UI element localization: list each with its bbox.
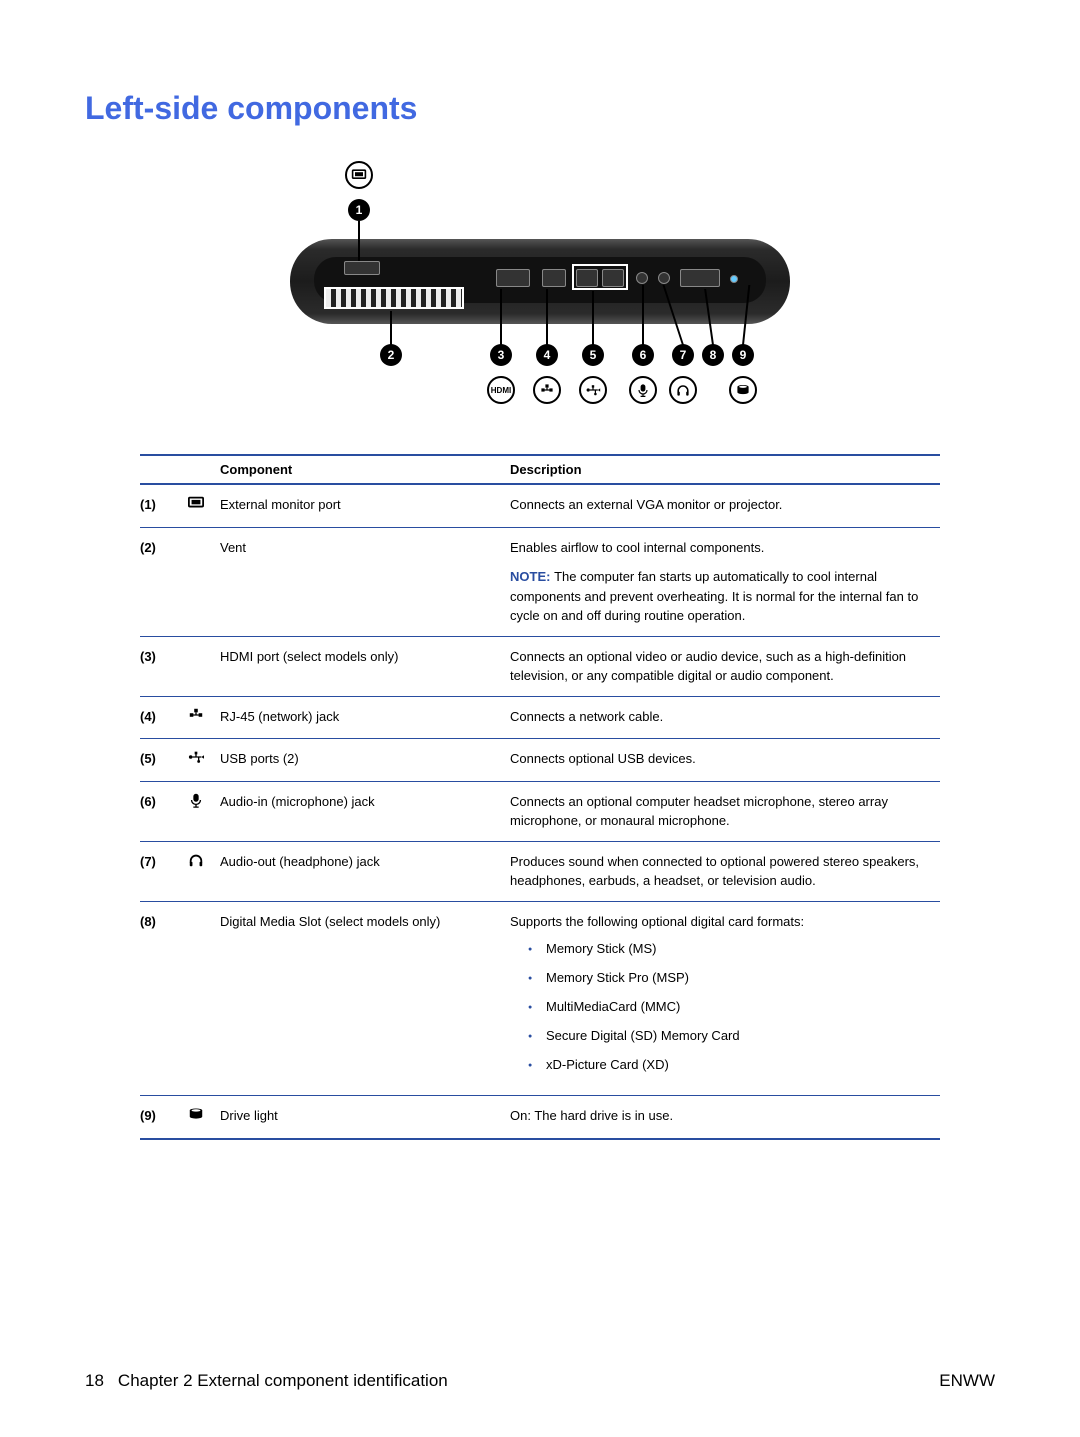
component-name: USB ports (2) [220,739,510,782]
header-component: Component [220,455,510,484]
component-description: Connects an external VGA monitor or proj… [510,484,940,527]
monitor-icon [182,484,220,527]
page-heading: Left-side components [85,90,995,127]
monitor-icon [345,161,373,189]
callout-num-2: 2 [380,344,402,366]
component-description: Connects an optional computer headset mi… [510,781,940,841]
row-number: (4) [140,696,182,739]
port-vent [324,287,464,309]
callout-num-1: 1 [348,199,370,221]
row-number: (6) [140,781,182,841]
header-description: Description [510,455,940,484]
component-description: Produces sound when connected to optiona… [510,841,940,901]
usb-icon [182,739,220,782]
laptop-side-diagram: 1 2 3 HDMI 4 5 6 7 [280,151,800,436]
component-name: Drive light [220,1096,510,1139]
component-description: Enables airflow to cool internal compone… [510,527,940,636]
mic-icon [629,376,657,404]
drive-icon [729,376,757,404]
footer-page-number: 18 [85,1371,104,1391]
list-item: Memory Stick Pro (MSP) [528,970,930,987]
row-number: (7) [140,841,182,901]
port-rj45 [542,269,566,287]
list-item: MultiMediaCard (MMC) [528,999,930,1016]
list-item: Secure Digital (SD) Memory Card [528,1028,930,1045]
headphone-icon [669,376,697,404]
table-row: (9) Drive lightOn: The hard drive is in u… [140,1096,940,1139]
footer-tag: ENWW [939,1371,995,1391]
table-row: (5) USB ports (2)Connects optional USB de… [140,739,940,782]
callout-num-4: 4 [536,344,558,366]
component-description: Connects a network cable. [510,696,940,739]
footer-chapter: Chapter 2 External component identificat… [118,1371,448,1391]
no-icon [182,901,220,1096]
row-number: (8) [140,901,182,1096]
component-name: Digital Media Slot (select models only) [220,901,510,1096]
callout-num-6: 6 [632,344,654,366]
port-mic [636,272,648,284]
callout-num-3: 3 [490,344,512,366]
usb-icon [579,376,607,404]
component-description: Connects optional USB devices. [510,739,940,782]
component-name: Vent [220,527,510,636]
table-row: (8) Digital Media Slot (select models onl… [140,901,940,1096]
component-description: On: The hard drive is in use. [510,1096,940,1139]
list-item: xD-Picture Card (XD) [528,1057,930,1074]
row-number: (1) [140,484,182,527]
network-icon [182,696,220,739]
row-number: (3) [140,636,182,696]
diagram-container: 1 2 3 HDMI 4 5 6 7 [85,151,995,436]
table-row: (6) Audio-in (microphone) jackConnects an… [140,781,940,841]
component-description: Connects an optional video or audio devi… [510,636,940,696]
drive-icon [182,1096,220,1139]
component-description: Supports the following optional digital … [510,901,940,1096]
headphone-icon [182,841,220,901]
page-footer: 18 Chapter 2 External component identifi… [85,1371,995,1391]
component-name: Audio-in (microphone) jack [220,781,510,841]
list-item: Memory Stick (MS) [528,941,930,958]
hdmi-icon: HDMI [487,376,515,404]
row-number: (5) [140,739,182,782]
drive-light-led [730,275,738,283]
table-row: (1) External monitor portConnects an exte… [140,484,940,527]
component-name: External monitor port [220,484,510,527]
table-row: (3) HDMI port (select models only)Connect… [140,636,940,696]
row-number: (9) [140,1096,182,1139]
callout-num-7: 7 [672,344,694,366]
component-name: RJ-45 (network) jack [220,696,510,739]
port-media-slot [680,269,720,287]
card-formats-list: Memory Stick (MS) Memory Stick Pro (MSP) M… [510,941,930,1073]
row-number: (2) [140,527,182,636]
callout-num-8: 8 [702,344,724,366]
component-name: Audio-out (headphone) jack [220,841,510,901]
components-table: Component Description (1) External monito… [140,454,940,1140]
callout-num-5: 5 [582,344,604,366]
port-usb-2 [602,269,624,287]
port-vga [344,261,380,275]
no-icon [182,527,220,636]
table-row: (7) Audio-out (headphone) jackProduces so… [140,841,940,901]
port-usb-1 [576,269,598,287]
callout-num-9: 9 [732,344,754,366]
table-row: (4) RJ-45 (network) jackConnects a networ… [140,696,940,739]
port-hdmi [496,269,530,287]
table-row: (2) VentEnables airflow to cool internal … [140,527,940,636]
port-headphone [658,272,670,284]
mic-icon [182,781,220,841]
network-icon [533,376,561,404]
component-name: HDMI port (select models only) [220,636,510,696]
no-icon [182,636,220,696]
